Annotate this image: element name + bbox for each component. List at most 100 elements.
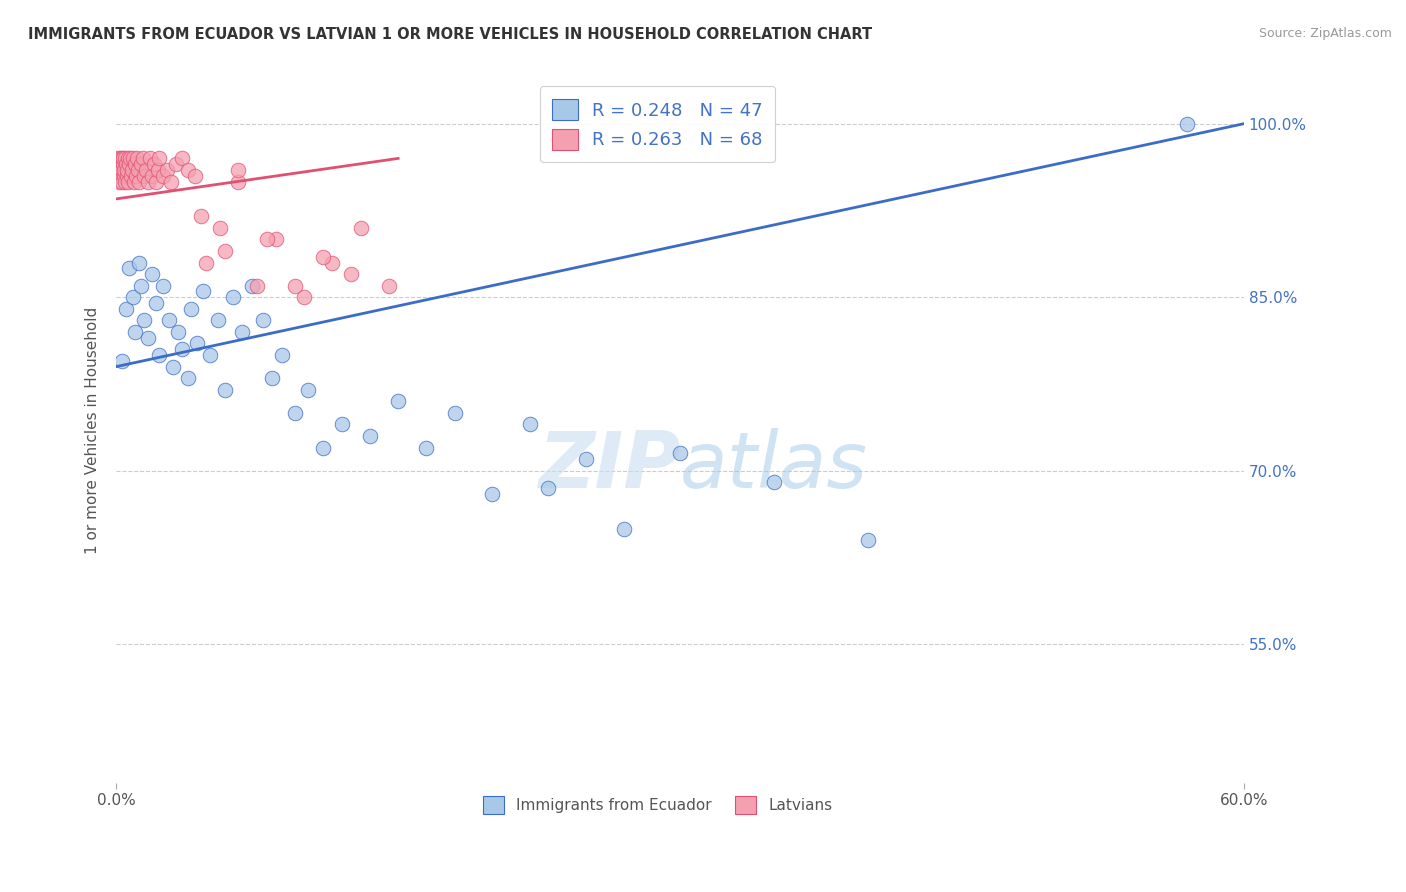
Point [184, 169, 207, 183]
Point [122, 290, 145, 304]
Point [134, 169, 156, 183]
Point [127, 163, 149, 178]
Point [134, 313, 156, 327]
Point [191, 285, 214, 299]
Point [122, 175, 145, 189]
Point [129, 278, 152, 293]
Point [111, 163, 134, 178]
Point [111, 175, 134, 189]
Point [262, 371, 284, 385]
Point [214, 244, 236, 258]
Point [120, 169, 142, 183]
Point [146, 163, 169, 178]
Point [481, 487, 503, 501]
Point [190, 209, 212, 223]
Y-axis label: 1 or more Vehicles in Household: 1 or more Vehicles in Household [86, 307, 100, 554]
Point [141, 169, 163, 183]
Point [377, 278, 399, 293]
Point [349, 220, 371, 235]
Point [246, 278, 269, 293]
Point [145, 296, 167, 310]
Point [152, 278, 174, 293]
Point [228, 163, 250, 178]
Point [135, 163, 157, 178]
Point [141, 267, 163, 281]
Point [312, 250, 335, 264]
Point [108, 152, 131, 166]
Point [284, 406, 307, 420]
Point [107, 152, 129, 166]
Point [762, 475, 785, 490]
Point [222, 290, 245, 304]
Point [162, 359, 184, 374]
Point [121, 163, 143, 178]
Point [359, 429, 381, 443]
Point [176, 371, 198, 385]
Point [112, 169, 135, 183]
Point [105, 169, 128, 183]
Point [312, 441, 335, 455]
Point [669, 446, 692, 460]
Point [264, 232, 287, 246]
Point [170, 343, 193, 357]
Point [136, 175, 159, 189]
Point [284, 278, 307, 293]
Point [165, 157, 187, 171]
Point [157, 313, 180, 327]
Point [111, 157, 134, 171]
Point [117, 175, 139, 189]
Point [387, 394, 409, 409]
Point [111, 354, 134, 368]
Point [1177, 117, 1199, 131]
Point [118, 261, 141, 276]
Text: atlas: atlas [681, 427, 868, 503]
Point [118, 157, 141, 171]
Text: ZIP: ZIP [537, 427, 681, 503]
Point [125, 169, 148, 183]
Point [228, 175, 250, 189]
Point [125, 152, 148, 166]
Point [114, 301, 136, 316]
Point [156, 163, 179, 178]
Point [200, 348, 222, 362]
Point [207, 313, 229, 327]
Point [122, 152, 145, 166]
Point [110, 157, 132, 171]
Point [114, 152, 136, 166]
Point [148, 152, 170, 166]
Point [208, 220, 231, 235]
Point [270, 348, 292, 362]
Point [107, 175, 129, 189]
Point [297, 383, 319, 397]
Point [186, 336, 208, 351]
Text: IMMIGRANTS FROM ECUADOR VS LATVIAN 1 OR MORE VEHICLES IN HOUSEHOLD CORRELATION C: IMMIGRANTS FROM ECUADOR VS LATVIAN 1 OR … [28, 27, 872, 42]
Point [159, 175, 181, 189]
Point [330, 417, 353, 432]
Point [240, 278, 263, 293]
Point [124, 325, 146, 339]
Point [110, 169, 132, 183]
Point [340, 267, 363, 281]
Point [148, 348, 170, 362]
Point [108, 157, 131, 171]
Point [129, 157, 152, 171]
Point [114, 175, 136, 189]
Point [214, 383, 236, 397]
Point [108, 163, 131, 178]
Point [176, 163, 198, 178]
Point [231, 325, 253, 339]
Point [115, 169, 138, 183]
Point [170, 152, 193, 166]
Point [321, 255, 343, 269]
Point [613, 522, 636, 536]
Point [110, 152, 132, 166]
Point [139, 152, 162, 166]
Point [120, 152, 142, 166]
Point [115, 163, 138, 178]
Point [152, 169, 174, 183]
Point [145, 175, 167, 189]
Point [519, 417, 541, 432]
Point [443, 406, 465, 420]
Point [131, 152, 153, 166]
Point [292, 290, 315, 304]
